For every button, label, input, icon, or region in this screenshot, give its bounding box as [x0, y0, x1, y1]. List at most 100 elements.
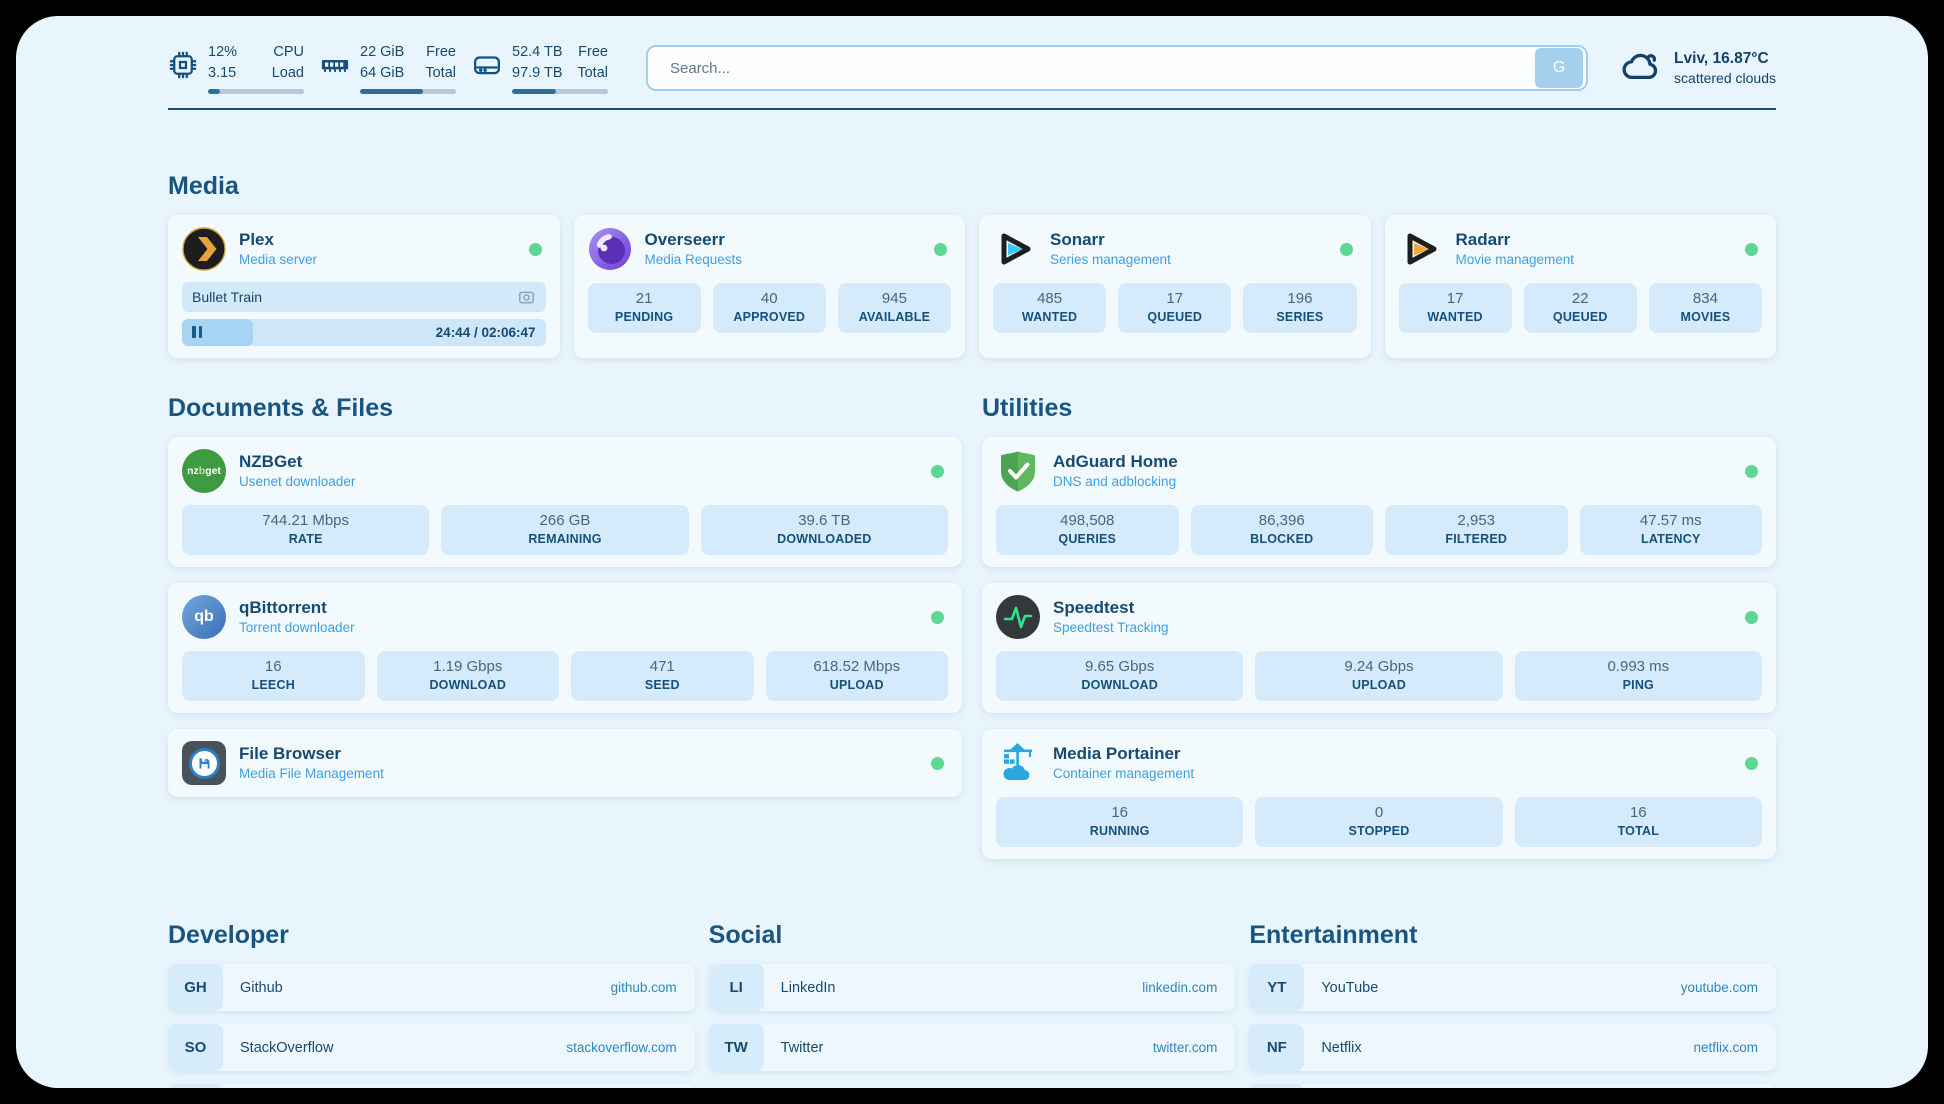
stat-series: 196 SERIES: [1243, 283, 1357, 333]
link-tag: TW: [708, 1024, 764, 1071]
radarr-icon: [1399, 227, 1443, 271]
pause-icon: [192, 326, 202, 338]
link-tag: DT: [168, 1084, 223, 1088]
link-name: Netflix: [1321, 1039, 1362, 1056]
card-title[interactable]: NZBGet: [239, 452, 303, 471]
link-name: Github: [240, 979, 283, 996]
now-playing-row[interactable]: Bullet Train: [182, 282, 546, 312]
stat-wanted: 17 WANTED: [1398, 283, 1512, 333]
card-adguard[interactable]: AdGuard Home DNS and adblocking 498,508 Q…: [982, 437, 1776, 567]
status-dot: [528, 242, 542, 256]
weather-location-temp: Lviv, 16.87°C: [1674, 50, 1769, 67]
stat-filtered: 2,953 FILTERED: [1385, 505, 1568, 555]
stat-total: 16 TOTAL: [1514, 797, 1762, 847]
nzbget-icon: nzbget: [182, 449, 226, 493]
section-title-social: Social: [708, 921, 783, 949]
qbittorrent-icon: qb: [182, 595, 226, 639]
link-tag: NF: [1249, 1024, 1305, 1071]
status-dot: [1745, 610, 1758, 624]
link-twitter[interactable]: TW Twitter twitter.com: [708, 1024, 1236, 1071]
search-input[interactable]: [648, 59, 1536, 77]
section-title-media: Media: [168, 172, 239, 200]
stat-movies: 834 MOVIES: [1648, 283, 1763, 333]
card-subtitle: Series management: [1050, 252, 1171, 267]
video-camera-icon: [517, 288, 536, 307]
link-linkedin[interactable]: LI LinkedIn linkedin.com: [708, 964, 1236, 1011]
link-netflix[interactable]: NF Netflix netflix.com: [1249, 1024, 1776, 1071]
card-radarr[interactable]: Radarr Movie management 17 WANTED 22 QUEUE…: [1384, 215, 1776, 358]
card-speedtest[interactable]: Speedtest Speedtest Tracking 9.65 Gbps DO…: [982, 583, 1776, 713]
stat-seed: 471 SEED: [571, 651, 754, 701]
section-title-documents: Documents & Files: [168, 394, 394, 422]
stat-download: 1.19 Gbps DOWNLOAD: [376, 651, 559, 701]
card-title[interactable]: Speedtest: [1053, 598, 1135, 617]
link-url: netflix.com: [1693, 1040, 1758, 1055]
cpu-label-2: Load: [271, 65, 304, 81]
stat-download: 9.65 Gbps DOWNLOAD: [996, 651, 1244, 701]
card-portainer[interactable]: Media Portainer Container management 16 R…: [982, 729, 1776, 859]
link-tag: YT: [1249, 964, 1305, 1011]
link-tag: RE: [1249, 1084, 1305, 1088]
link-tag: SO: [168, 1024, 223, 1071]
card-title[interactable]: Plex: [239, 230, 274, 249]
google-search-button[interactable]: G: [1535, 48, 1584, 88]
card-qbittorrent[interactable]: qb qBittorrent Torrent downloader 16 LEEC…: [168, 583, 962, 713]
cpu-usage: 12%: [208, 44, 238, 60]
link-url: stackoverflow.com: [566, 1040, 677, 1055]
stat-queries: 498,508 QUERIES: [996, 505, 1179, 555]
disk-label-2: Total: [577, 65, 608, 81]
section-title-developer: Developer: [168, 921, 289, 949]
ram-progress-bar: [360, 89, 456, 94]
stat-running: 16 RUNNING: [996, 797, 1244, 847]
card-sonarr[interactable]: Sonarr Series management 485 WANTED 17 QUE…: [979, 215, 1371, 358]
card-subtitle: Speedtest Tracking: [1053, 620, 1169, 635]
card-filebrowser[interactable]: File Browser Media File Management: [168, 729, 962, 797]
developer-column: Developer GH Github github.com SO StackO…: [168, 921, 695, 1088]
cpu-progress-bar: [208, 89, 304, 94]
card-title[interactable]: AdGuard Home: [1053, 452, 1178, 471]
stat-upload: 618.52 Mbps UPLOAD: [765, 651, 948, 701]
stat-upload: 9.24 Gbps UPLOAD: [1255, 651, 1503, 701]
card-subtitle: Movie management: [1455, 252, 1575, 267]
disk-label-1: Free: [578, 44, 608, 60]
status-dot: [934, 242, 947, 256]
link-github[interactable]: GH Github github.com: [168, 964, 695, 1011]
status-dot: [931, 464, 944, 478]
card-plex[interactable]: Plex Media server Bullet Train 24:44 / 0…: [168, 215, 560, 358]
link-name: LinkedIn: [780, 979, 836, 996]
card-subtitle: Usenet downloader: [239, 474, 356, 489]
weather-widget: Lviv, 16.87°C scattered clouds: [1620, 45, 1776, 92]
disk-progress-bar: [512, 89, 608, 94]
link-url: youtube.com: [1680, 980, 1758, 995]
ram-label-1: Free: [426, 44, 456, 60]
link-youtube[interactable]: YT YouTube youtube.com: [1249, 964, 1776, 1011]
card-nzbget[interactable]: nzbget NZBGet Usenet downloader 744.21 M…: [168, 437, 962, 567]
link-stackoverflow[interactable]: SO StackOverflow stackoverflow.com: [168, 1024, 695, 1071]
link-url: linkedin.com: [1142, 980, 1218, 995]
sonarr-icon: [993, 227, 1037, 271]
link-dev[interactable]: DT DEV dev.to: [168, 1084, 695, 1088]
adguard-icon: [996, 449, 1040, 493]
card-title[interactable]: Sonarr: [1050, 230, 1105, 249]
card-subtitle: Media server: [239, 252, 318, 267]
card-title[interactable]: Radarr: [1455, 230, 1511, 249]
link-name: YouTube: [1321, 979, 1379, 996]
link-name: StackOverflow: [240, 1039, 334, 1056]
top-bar: 12% 3.15 CPU Load 22 GiB 64 GiB Free Total: [168, 42, 1776, 94]
link-url: github.com: [610, 980, 677, 995]
card-subtitle: Torrent downloader: [239, 620, 355, 635]
card-overseerr[interactable]: Overseerr Media Requests 21 PENDING 40 APP…: [573, 215, 965, 358]
card-title[interactable]: Overseerr: [644, 230, 725, 249]
card-title[interactable]: qBittorrent: [239, 598, 327, 617]
ram-free: 22 GiB: [360, 44, 405, 60]
card-title[interactable]: File Browser: [239, 744, 342, 763]
status-dot: [1745, 464, 1758, 478]
now-playing-title: Bullet Train: [192, 289, 263, 305]
link-reddit[interactable]: RE Reddit reddit.com: [1249, 1084, 1776, 1088]
cloud-icon: [1620, 45, 1662, 92]
ram-icon: [320, 50, 350, 85]
status-dot: [931, 610, 944, 624]
filebrowser-icon: [182, 741, 226, 785]
card-title[interactable]: Media Portainer: [1053, 744, 1181, 763]
stat-queued: 22 QUEUED: [1523, 283, 1637, 333]
